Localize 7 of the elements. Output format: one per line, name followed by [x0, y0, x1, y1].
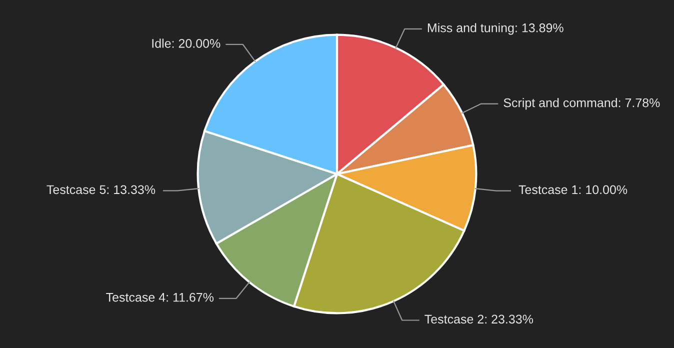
slice-label: Testcase 2: 23.33% — [424, 314, 534, 324]
slice-label: Miss and tuning: 13.89% — [428, 23, 564, 35]
slice-label: Testcase 5: 13.33% — [46, 185, 156, 194]
slice-label: Testcase 1: 10.00% — [518, 185, 628, 194]
slice-label: Idle: 20.00% — [152, 38, 220, 48]
slice-label: Testcase 4: 11.67% — [106, 292, 214, 302]
slice-label: Script and command: 7.78% — [504, 98, 660, 110]
